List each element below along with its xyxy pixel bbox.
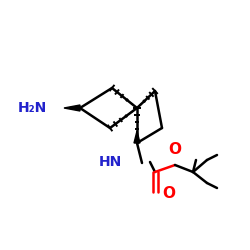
Text: HN: HN <box>99 155 122 169</box>
Text: O: O <box>168 142 181 157</box>
Polygon shape <box>134 131 140 143</box>
Polygon shape <box>64 105 80 111</box>
Text: H₂N: H₂N <box>18 101 47 115</box>
Text: O: O <box>162 186 175 202</box>
